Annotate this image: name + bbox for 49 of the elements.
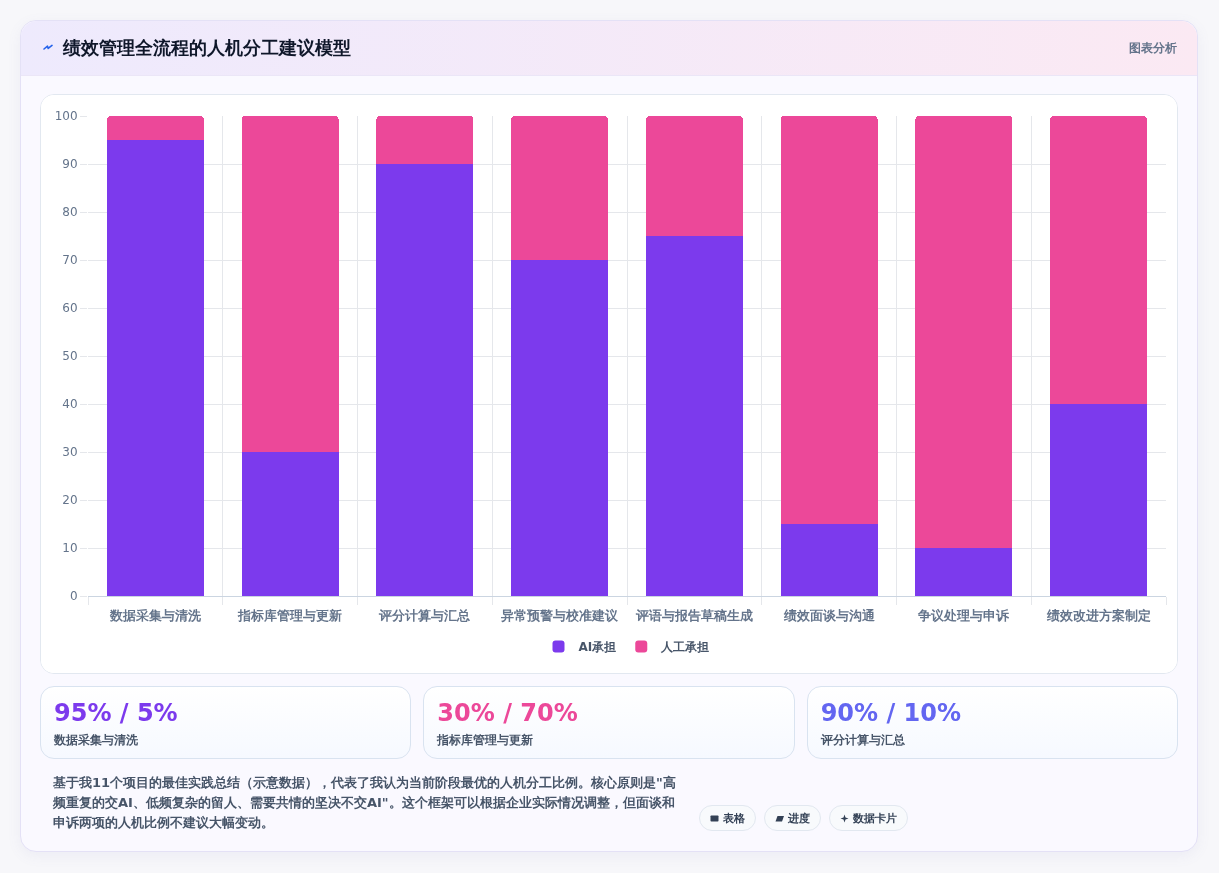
text: 95% / 5%: [54, 699, 178, 727]
category-label: 数据采集与清洗: [54, 732, 139, 749]
y-tick-label: 20: [62, 493, 78, 508]
x-tick-label: 争议处理与申诉: [917, 608, 1011, 623]
x-tick-label: 评分计算与汇总: [378, 608, 471, 623]
y-tick-label: 60: [62, 301, 78, 316]
y-tick-label: 90: [62, 157, 78, 172]
bar: [376, 164, 474, 596]
y-tick-label: 10: [62, 541, 78, 556]
text: 图表分析: [1129, 40, 1177, 55]
chart-title: 绩效管理全流程的人机分工建议模型: [63, 36, 351, 60]
bar: [780, 116, 878, 524]
text: 表格: [723, 810, 745, 826]
x-tick-label: 异常预警与校准建议: [500, 608, 620, 623]
text: 90% / 10%: [820, 699, 962, 727]
text: 基于我11个项目的最佳实践总结（示意数据），代表了我认为当前阶段最优的人机分工比例。核心原则是"高频重复的交AI、低频复杂的留人、需要共情的坚决不交AI"。这个框架可以根据企业实际情况调整，但面谈和申诉两项的人机比例不建议大幅变动。: [53, 774, 677, 832]
bar: [1050, 404, 1148, 596]
legend-label: AI承担: [578, 640, 617, 655]
bar: [915, 548, 1013, 596]
bar: [645, 236, 743, 596]
x-tick-label: 数据采集与清洗: [108, 608, 202, 623]
bar: [106, 116, 204, 140]
category-label: 指标库管理与更新: [437, 732, 535, 749]
bar: [376, 116, 474, 164]
y-tick-label: 70: [62, 253, 78, 268]
text: 30% / 70%: [437, 699, 578, 727]
text: 进度: [788, 810, 810, 826]
x-tick-label: 绩效面谈与沟通: [782, 608, 875, 623]
bar: [780, 524, 878, 596]
bar: [915, 116, 1013, 548]
y-tick-label: 0: [69, 589, 78, 604]
bar: [241, 116, 339, 452]
y-tick-label: 30: [62, 445, 78, 460]
bar: [106, 140, 204, 596]
text: 数据卡片: [853, 810, 897, 826]
x-tick-label: 绩效改进方案制定: [1045, 608, 1151, 623]
bar: [241, 452, 339, 596]
y-tick-label: 100: [54, 109, 78, 124]
y-tick-label: 80: [62, 205, 78, 220]
y-tick-label: 40: [62, 397, 78, 412]
legend-label: 人工承担: [660, 640, 710, 655]
bar: [1050, 116, 1148, 404]
bar: [511, 116, 609, 260]
bar: [645, 116, 743, 236]
x-tick-label: 评语与报告草稿生成: [634, 608, 753, 623]
x-tick-label: 指标库管理与更新: [237, 608, 343, 623]
bar: [511, 260, 609, 596]
category-label: 评分计算与汇总: [820, 732, 906, 749]
y-tick-label: 50: [62, 349, 78, 364]
